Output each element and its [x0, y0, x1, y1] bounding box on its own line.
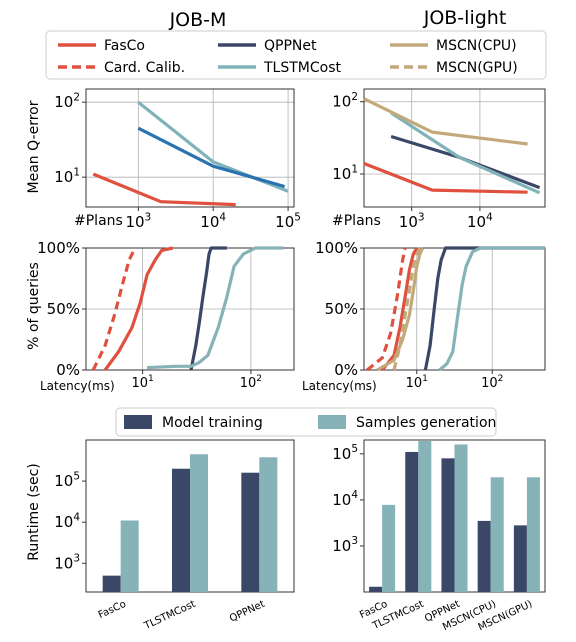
legend-swatch [124, 415, 152, 429]
title-left: JOB-M [169, 9, 227, 31]
legend-label: QPPNet [264, 38, 317, 54]
ytick-label: 102 [332, 91, 358, 111]
ytick-label: 105 [332, 443, 358, 463]
ytick-label: 100% [315, 239, 358, 257]
ytick-label: 0% [334, 361, 358, 379]
series-line-mscn-gpu- [392, 247, 422, 371]
panel-cdf-jobm: 0% 50% 100% 101 102 [37, 239, 295, 391]
title-right: JOB-light [423, 7, 507, 29]
xtick-label: 105 [275, 211, 301, 231]
bar-samples-generation [120, 520, 139, 592]
series-line-card-calib- [91, 247, 137, 371]
legend-label: FasCo [104, 38, 145, 54]
series-line-qppnet [137, 126, 286, 189]
xtick-label: 104 [200, 211, 226, 231]
legend-label: Card. Calib. [104, 60, 185, 76]
bar-model-training [241, 472, 260, 592]
bar-samples-generation [382, 504, 396, 592]
xtick-label: 102 [481, 374, 503, 391]
ytick-label: 104 [54, 511, 80, 531]
panel-runtime-joblight: 103104105FasCoTLSTMCostQPPNetMSCN(CPU)MS… [332, 439, 546, 633]
bar-model-training [102, 575, 121, 592]
qerror-xlabel-right: #Plans [332, 213, 381, 229]
category-label: QPPNet [228, 599, 267, 625]
cdf-xlabel-left: Latency(ms) [40, 379, 115, 393]
ytick-label: 104 [332, 489, 358, 509]
legend-swatch [318, 415, 346, 429]
ytick-label: 50% [47, 300, 80, 318]
runtime-ylabel: Runtime (sec) [26, 463, 42, 560]
series-line-fasco [92, 172, 236, 207]
bar-samples-generation [526, 477, 540, 592]
ytick-label: 103 [332, 535, 358, 555]
bar-model-training [369, 586, 383, 592]
series-line-mscn-cpu- [376, 247, 425, 372]
series-line-qppnet [189, 246, 227, 371]
series-line-fasco [103, 246, 174, 371]
bar-samples-generation [418, 441, 432, 592]
xtick-label: 103 [399, 211, 425, 231]
series-line-tlstmcost [147, 246, 284, 370]
ytick-label: 101 [332, 163, 358, 183]
axes-frame [85, 88, 295, 208]
ytick-label: 0% [56, 361, 80, 379]
bottom-legend: Model training Samples generation [115, 407, 497, 437]
series-line-fasco [381, 247, 419, 372]
bar-model-training [405, 451, 419, 592]
legend-label: MSCN(GPU) [436, 60, 518, 76]
xtick-label: 101 [131, 374, 153, 391]
panel-cdf-joblight: 0% 50% 100% 101 102 [315, 239, 546, 391]
series-line-tlstmcost [438, 246, 545, 372]
series-line-fasco [363, 162, 528, 194]
series-line-tlstmcost [390, 111, 541, 195]
bar-model-training [172, 468, 190, 592]
panel-runtime-jobm: 103 104 105 FasCo TLSTMCost QPPNet [54, 439, 295, 633]
panel-qerror-joblight: 101 102 103 104 [332, 88, 546, 231]
legend-label: TLSTMCost [263, 60, 342, 76]
qerror-xlabel-left: #Plans [74, 213, 123, 229]
cdf-ylabel: % of queries [26, 262, 42, 350]
xtick-label: 102 [240, 374, 262, 391]
legend-label: MSCN(CPU) [436, 38, 517, 54]
legend-label: Samples generation [356, 415, 496, 431]
panel-qerror-jobm: 101 102 103 104 105 [54, 88, 301, 231]
ytick-label: 103 [54, 553, 80, 573]
axes-frame [363, 88, 546, 208]
legend-label: Model training [162, 415, 263, 431]
qerror-ylabel: Mean Q-error [26, 100, 42, 193]
xtick-label: 103 [125, 211, 151, 231]
bar-samples-generation [454, 444, 468, 592]
cdf-xlabel-right: Latency(ms) [302, 379, 377, 393]
series-line-card-calib- [366, 247, 407, 372]
ytick-label: 100% [37, 239, 80, 257]
xtick-label: 104 [467, 211, 493, 231]
category-label: TLSTMCost [142, 599, 197, 633]
xtick-label: 101 [406, 374, 428, 391]
bar-model-training [513, 525, 527, 592]
series-line-mscn-cpu- [363, 97, 528, 146]
top-legend: FasCo Card. Calib. QPPNet TLSTMCost MSCN(CPU… [45, 30, 547, 80]
category-label: FasCo [97, 599, 128, 621]
bar-samples-generation [490, 477, 504, 592]
ytick-label: 101 [54, 166, 80, 186]
ytick-label: 105 [54, 470, 80, 490]
bar-samples-generation [190, 454, 208, 592]
ytick-label: 50% [325, 300, 358, 318]
bottom-legend-frame [115, 407, 497, 437]
bar-model-training [441, 458, 455, 592]
bar-samples-generation [259, 457, 278, 592]
ytick-label: 102 [54, 91, 80, 111]
bar-model-training [477, 520, 491, 592]
